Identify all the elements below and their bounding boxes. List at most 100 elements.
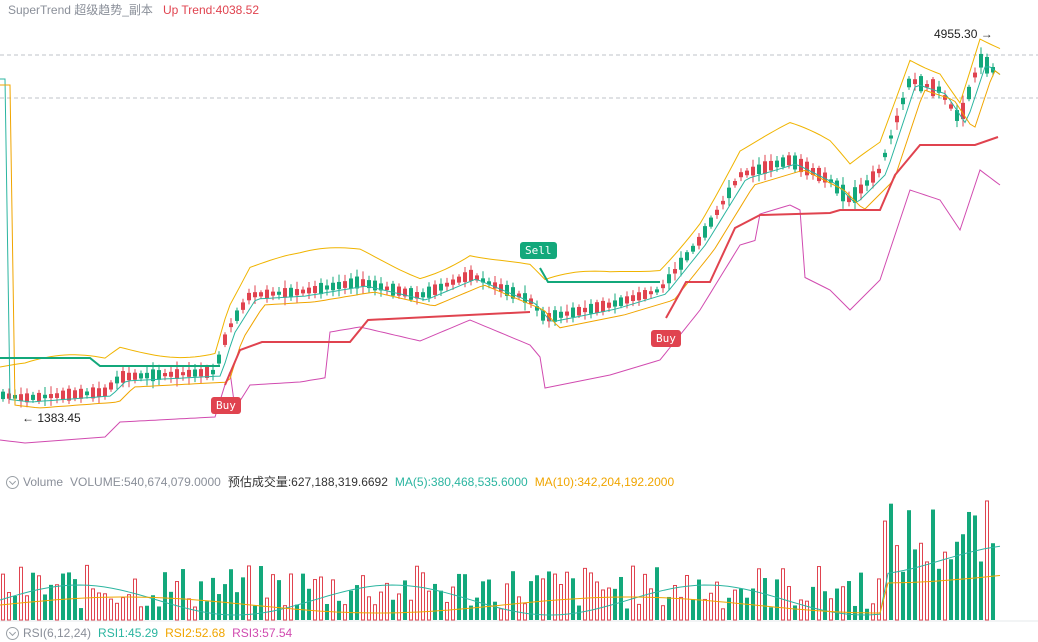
buy-signal-2[interactable]: Buy: [651, 330, 681, 347]
volume-bar: [217, 594, 221, 620]
candle: [919, 76, 923, 92]
candle: [103, 387, 107, 397]
candle: [853, 187, 857, 203]
volume-bar: [787, 586, 791, 621]
high-price-mark: 4955.30 →: [934, 27, 993, 41]
volume-bar: [619, 576, 623, 620]
indicator-title: SuperTrend 超级趋势_副本 Up Trend:4038.52: [8, 3, 259, 17]
volume-bar: [907, 510, 911, 620]
candle: [907, 78, 911, 88]
volume-ma5-line: [0, 545, 1001, 616]
volume-bar: [955, 541, 959, 620]
candle: [709, 217, 713, 227]
candle: [109, 382, 113, 390]
volume-bar: [937, 568, 941, 620]
candle: [763, 161, 767, 174]
volume-bar: [565, 571, 569, 621]
candle: [277, 291, 281, 295]
sell-signal[interactable]: Sell: [520, 242, 557, 259]
candle: [619, 297, 623, 306]
buy-signal-1[interactable]: Buy: [211, 397, 241, 414]
volume-bar: [229, 569, 233, 620]
volume-bar: [499, 608, 503, 621]
volume-bar: [547, 571, 551, 620]
candle: [193, 369, 197, 377]
candle: [223, 334, 227, 345]
candle: [409, 288, 413, 300]
volume-bar: [1, 573, 5, 621]
volume-bar: [457, 573, 461, 620]
candle: [457, 276, 461, 283]
candle: [403, 288, 407, 297]
volume-bar: [709, 592, 713, 621]
volume-bar: [757, 568, 761, 621]
candle: [319, 282, 323, 295]
volume-bar: [361, 575, 365, 621]
candle: [523, 293, 527, 303]
candle: [397, 286, 401, 296]
candle: [259, 292, 263, 297]
candle: [43, 394, 47, 399]
candle: [517, 293, 521, 298]
volume-bar: [367, 596, 371, 621]
volume-bar: [475, 597, 479, 620]
volume-bar: [67, 572, 71, 620]
volume-bar: [685, 574, 689, 621]
volume-bar: [889, 503, 893, 620]
collapse-chevron-icon[interactable]: [6, 476, 19, 489]
candle: [697, 236, 701, 246]
volume-bar: [55, 584, 59, 621]
volume-bar: [859, 572, 863, 620]
volume-bar: [307, 588, 311, 620]
volume-bar: [973, 515, 977, 620]
candle: [37, 392, 41, 401]
volume-bar: [589, 572, 593, 621]
volume-bar: [115, 602, 119, 621]
supertrend-down-line: [0, 357, 220, 367]
candle: [733, 180, 737, 186]
volume-bar: [37, 575, 41, 621]
volume-bar: [241, 577, 245, 620]
volume-bar: [901, 571, 905, 620]
low-price-value: 1383.45: [37, 411, 81, 425]
candle: [811, 168, 815, 175]
candle: [817, 167, 821, 182]
supertrend-down-line: [539, 267, 660, 283]
volume-bar: [883, 520, 887, 621]
volume-bar: [139, 606, 143, 621]
candle: [805, 161, 809, 176]
volume-bar: [841, 586, 845, 621]
candle: [553, 310, 557, 322]
candle: [925, 84, 929, 88]
candle: [787, 155, 791, 166]
volume-bar: [727, 597, 731, 620]
upper-band-line: [0, 38, 1001, 368]
candle: [655, 289, 659, 293]
candle: [79, 388, 83, 399]
volume-bar: [265, 597, 269, 621]
volume-bar: [109, 598, 113, 621]
volume-bar: [523, 603, 527, 621]
volume-bar: [169, 591, 173, 620]
volume-bar: [553, 573, 557, 621]
volume-bar: [829, 598, 833, 621]
volume-bar: [979, 561, 983, 620]
candle: [133, 372, 137, 380]
volume-bar: [703, 598, 707, 621]
candle: [841, 184, 845, 202]
candle: [421, 292, 425, 298]
volume-bar: [991, 543, 995, 620]
volume-bar: [949, 559, 953, 620]
volume-bar: [421, 572, 425, 621]
candle: [967, 86, 971, 100]
collapse-chevron-icon[interactable]: [6, 627, 19, 640]
candle: [565, 311, 569, 316]
rsi-header: RSI(6,12,24) RSI1:45.29 RSI2:52.68 RSI3:57.…: [6, 626, 292, 640]
ma5-line: [0, 66, 1001, 403]
volume-bar: [595, 581, 599, 621]
candle: [643, 290, 647, 299]
volume-bar: [541, 578, 545, 621]
candle: [121, 371, 125, 383]
